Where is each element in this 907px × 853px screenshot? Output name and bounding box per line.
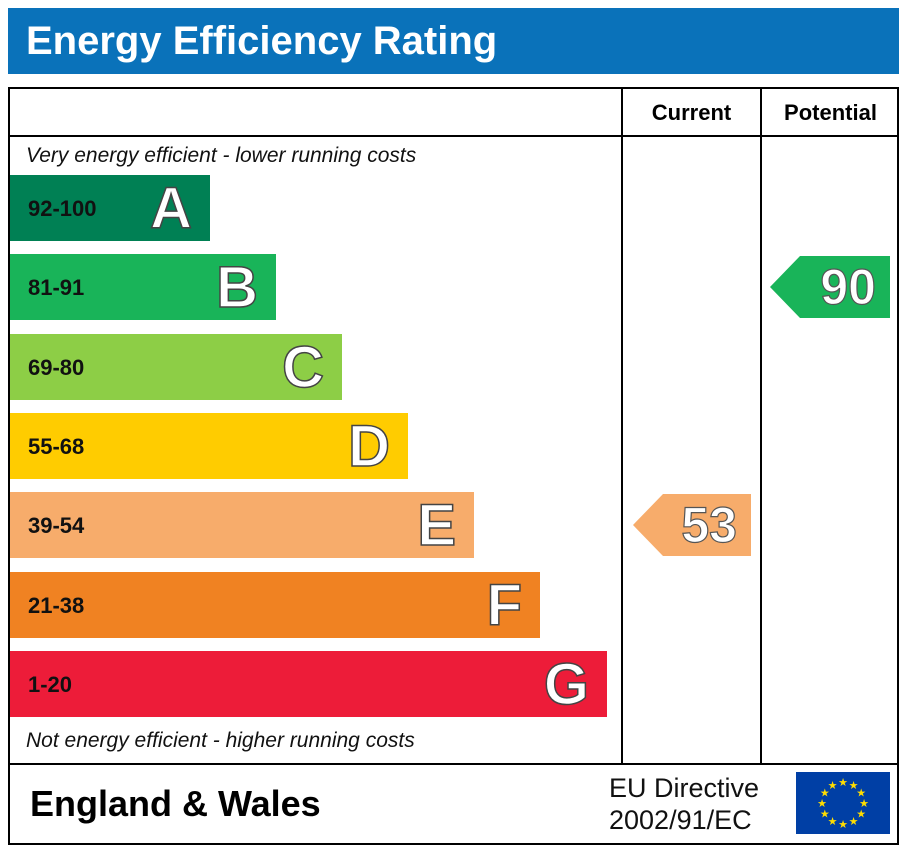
star-icon: ★: [856, 809, 866, 821]
eu-flag-icon: ★ ★ ★ ★ ★ ★ ★ ★ ★ ★ ★ ★: [796, 772, 890, 834]
band-letter: C: [281, 334, 324, 401]
current-rating-arrow: 53: [633, 494, 751, 556]
band-letter: A: [149, 175, 192, 242]
band-range: 92-100: [28, 196, 97, 221]
potential-rating-value: 90: [820, 258, 877, 315]
band-letter: B: [215, 254, 258, 321]
band-range: 1-20: [28, 672, 73, 697]
band-range: 69-80: [28, 355, 85, 380]
eu-directive: EU Directive 2002/91/EC: [609, 772, 759, 836]
star-icon: ★: [856, 788, 866, 800]
band-f: 21-38 F: [10, 572, 540, 639]
band-range: 39-54: [28, 513, 85, 538]
directive-line1: EU Directive: [609, 773, 760, 803]
potential-rating-arrow: 90: [770, 256, 890, 318]
page-title: Energy Efficiency Rating: [8, 8, 899, 74]
band-range: 81-91: [28, 275, 85, 300]
star-icon: ★: [828, 816, 838, 828]
star-icon: ★: [838, 777, 848, 789]
star-icon: ★: [817, 798, 827, 810]
divider: [621, 87, 623, 765]
star-icon: ★: [828, 780, 838, 792]
band-b: 81-91 B: [10, 254, 276, 321]
divider: [8, 135, 899, 137]
star-icon: ★: [849, 780, 859, 792]
star-icon: ★: [838, 819, 848, 831]
divider: [8, 763, 899, 765]
current-rating-value: 53: [681, 496, 738, 553]
band-range: 55-68: [28, 434, 85, 459]
directive-line2: 2002/91/EC: [609, 805, 752, 835]
star-icon: ★: [849, 816, 859, 828]
star-icon: ★: [820, 809, 830, 821]
band-range: 21-38: [28, 593, 85, 618]
star-icon: ★: [859, 798, 869, 810]
band-c: 69-80 C: [10, 334, 342, 401]
potential-header: Potential: [784, 100, 877, 125]
star-icon: ★: [820, 788, 830, 800]
region-label: England & Wales: [30, 783, 321, 824]
band-letter: E: [417, 492, 457, 559]
band-d: 55-68 D: [10, 413, 408, 480]
divider: [760, 87, 762, 765]
bottom-note: Not energy efficient - higher running co…: [26, 729, 415, 752]
band-letter: D: [347, 413, 390, 480]
rating-frame: [8, 87, 899, 845]
top-note: Very energy efficient - lower running co…: [26, 144, 417, 167]
band-letter: F: [486, 572, 523, 639]
band-e: 39-54 E: [10, 492, 474, 559]
current-header: Current: [651, 100, 732, 125]
band-letter: G: [543, 651, 590, 718]
band-g: 1-20 G: [10, 651, 607, 718]
band-a: 92-100 A: [10, 175, 210, 242]
